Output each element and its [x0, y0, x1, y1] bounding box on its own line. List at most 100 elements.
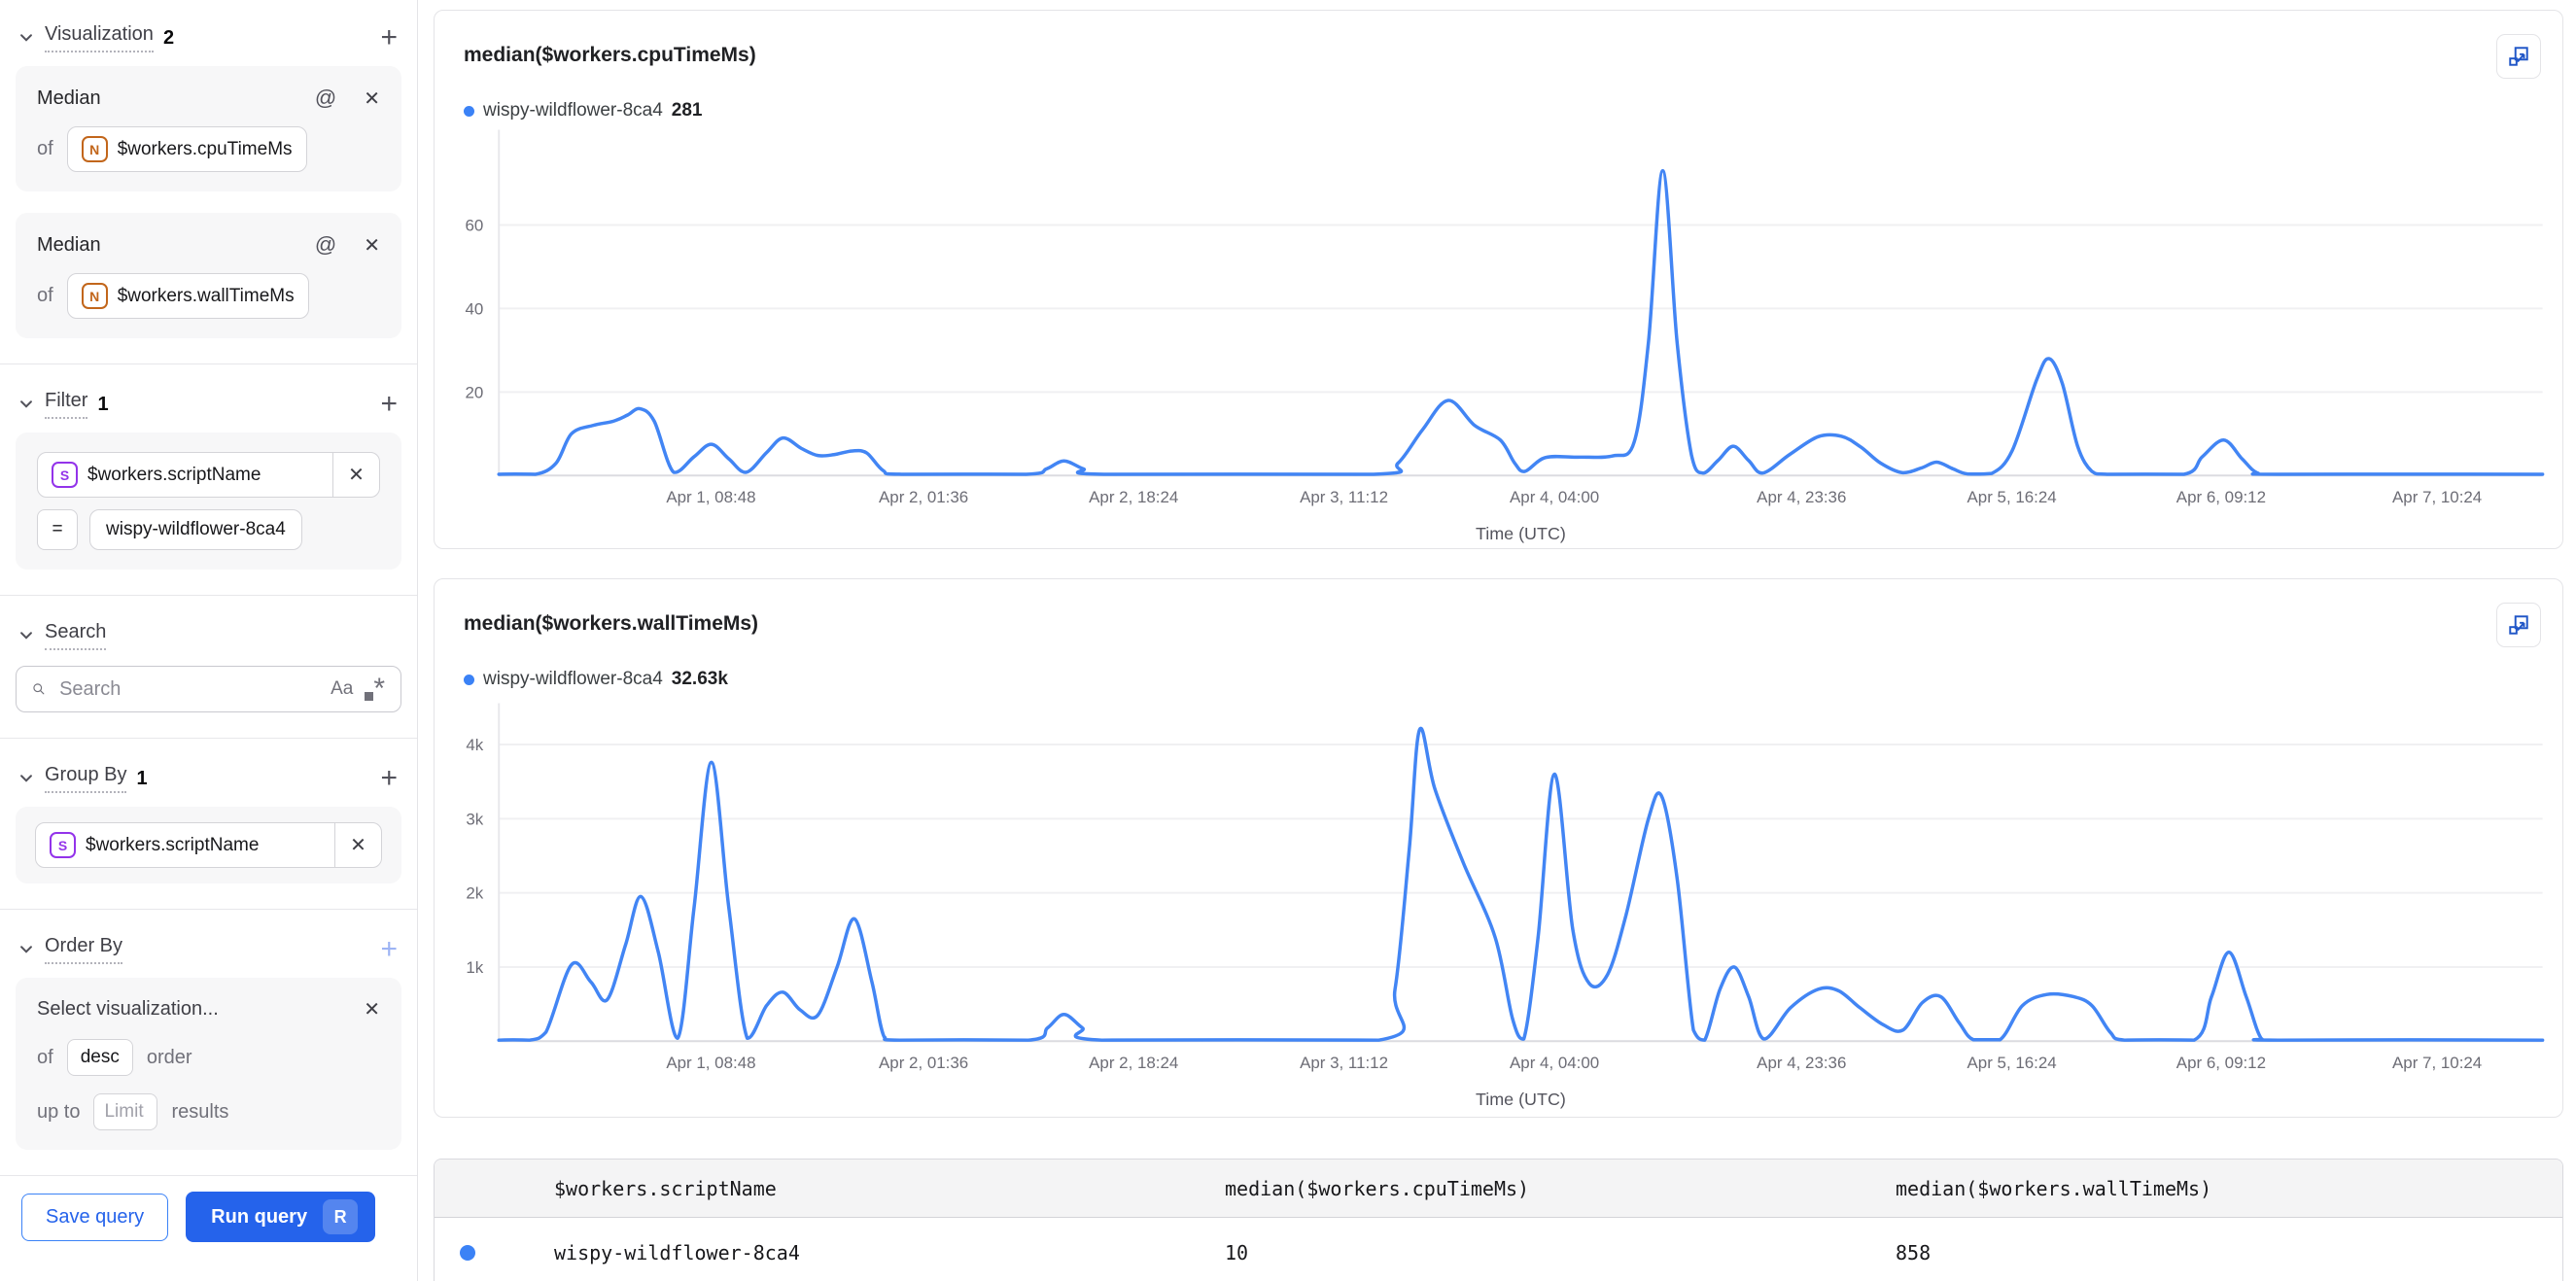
legend-series-name: wispy-wildflower-8ca4	[483, 100, 663, 121]
x-tick-label: Apr 6, 09:12	[2176, 488, 2266, 506]
section-header-search: Search	[16, 621, 401, 650]
series-line	[497, 168, 2545, 476]
field-token-cputimems[interactable]: N $workers.cpuTimeMs	[66, 126, 307, 172]
line-chart-cputime: 20 40 60 Apr 1, 08:48 Apr 2, 01:36 Apr 2, 18:…	[465, 129, 2545, 543]
filter-value[interactable]: wispy-wildflower-8ca4	[89, 509, 302, 550]
order-label: order	[146, 1046, 192, 1068]
line-chart-walltime: 1k 2k 3k 4k Apr 1, 08:48 Apr 2, 01:36 Apr 2, 1…	[466, 703, 2545, 1109]
limit-input[interactable]	[93, 1093, 158, 1130]
chart-card-walltime: 1k 2k 3k 4k Apr 1, 08:48 Apr 2, 01:36 Apr 2, 1…	[434, 578, 2563, 1118]
table-cell: 858	[1896, 1241, 1932, 1264]
x-axis-title: Time (UTC)	[1476, 524, 1566, 543]
x-tick-label: Apr 4, 23:36	[1757, 488, 1846, 506]
section-count: 1	[136, 767, 148, 789]
series-line	[497, 726, 2545, 1042]
y-tick-label: 3k	[466, 810, 483, 828]
alias-icon[interactable]: @	[314, 86, 337, 110]
field-name: $workers.scriptName	[87, 464, 261, 485]
chevron-down-icon[interactable]	[16, 394, 37, 415]
chevron-down-icon[interactable]	[16, 939, 37, 960]
x-tick-label: Apr 7, 10:24	[2392, 488, 2482, 506]
remove-group-by-button[interactable]: ✕	[334, 823, 381, 867]
filter-field[interactable]: S $workers.scriptName	[38, 453, 332, 497]
column-header: $workers.scriptName	[554, 1176, 777, 1200]
section-header-visualization: Visualization 2 +	[16, 23, 401, 52]
run-query-label: Run query	[211, 1205, 308, 1228]
aggregation-label: Median	[37, 87, 101, 109]
group-by-field[interactable]: S $workers.scriptName	[36, 823, 334, 867]
remove-order-by-icon[interactable]: ✕	[364, 999, 380, 1021]
add-visualization-button[interactable]: +	[380, 21, 398, 53]
column-header: median($workers.cpuTimeMs)	[1225, 1176, 1530, 1200]
regex-icon[interactable]: *	[365, 675, 385, 704]
order-direction-select[interactable]: desc	[66, 1039, 133, 1076]
chart-legend: wispy-wildflower-8ca4 281	[464, 100, 702, 121]
y-tick-label: 60	[465, 216, 483, 234]
table-cell: 10	[1225, 1241, 1249, 1264]
divider	[0, 909, 417, 910]
x-tick-label: Apr 4, 04:00	[1510, 1054, 1599, 1072]
expand-chart-button[interactable]	[2496, 34, 2541, 79]
divider	[0, 738, 417, 739]
x-tick-label: Apr 3, 11:12	[1300, 488, 1388, 506]
add-filter-button[interactable]: +	[380, 388, 398, 420]
section-header-filter: Filter 1 +	[16, 390, 401, 419]
order-by-card: Select visualization... ✕ of desc order …	[16, 978, 401, 1150]
divider	[0, 595, 417, 596]
filter-card: S $workers.scriptName ✕ = wispy-wildflow…	[16, 433, 401, 570]
add-group-by-button[interactable]: +	[380, 762, 398, 794]
remove-visualization-icon[interactable]: ✕	[364, 87, 380, 110]
match-case-icon[interactable]: Aa	[331, 678, 354, 699]
y-tick-label: 1k	[466, 958, 483, 977]
legend-dot	[464, 674, 474, 685]
x-tick-label: Apr 5, 16:24	[1967, 1054, 2057, 1072]
chart-legend: wispy-wildflower-8ca4 32.63k	[464, 669, 728, 690]
table-row[interactable]: wispy-wildflower-8ca4 10 858	[435, 1218, 2562, 1281]
table-cell: wispy-wildflower-8ca4	[554, 1241, 800, 1264]
expand-chart-button[interactable]	[2496, 603, 2541, 647]
remove-filter-button[interactable]: ✕	[332, 453, 379, 497]
add-order-by-button[interactable]: +	[380, 933, 398, 965]
of-label: of	[37, 138, 53, 159]
x-tick-label: Apr 5, 16:24	[1967, 488, 2057, 506]
remove-visualization-icon[interactable]: ✕	[364, 234, 380, 257]
results-label: results	[171, 1100, 229, 1123]
legend-dot	[464, 105, 474, 117]
y-tick-label: 20	[465, 383, 483, 401]
regex-star: *	[373, 673, 385, 705]
column-header: median($workers.wallTimeMs)	[1896, 1176, 2212, 1200]
x-tick-label: Apr 7, 10:24	[2392, 1054, 2482, 1072]
field-name: $workers.scriptName	[86, 834, 260, 855]
table-header-row: $workers.scriptName median($workers.cpuT…	[435, 1160, 2562, 1218]
chart-title: median($workers.wallTimeMs)	[464, 612, 759, 635]
filter-operator[interactable]: =	[37, 509, 78, 550]
chevron-down-icon[interactable]	[16, 27, 37, 49]
section-title: Group By	[45, 764, 127, 793]
of-label: of	[37, 285, 53, 306]
field-token-walltimems[interactable]: N $workers.wallTimeMs	[66, 273, 309, 319]
filter-field-token: S $workers.scriptName ✕	[37, 452, 380, 498]
of-label: of	[37, 1046, 53, 1068]
legend-series-value: 32.63k	[671, 669, 728, 689]
section-title: Order By	[45, 935, 123, 964]
search-input[interactable]	[57, 676, 320, 702]
query-builder-sidebar: Visualization 2 + Median @ ✕ of N $worke…	[0, 0, 418, 1281]
order-by-visualization-select[interactable]: Select visualization...	[37, 998, 219, 1020]
chart-title: median($workers.cpuTimeMs)	[464, 44, 756, 66]
save-query-button[interactable]: Save query	[21, 1193, 169, 1241]
series-dot-cell	[435, 1218, 554, 1281]
search-icon	[33, 683, 45, 695]
alias-icon[interactable]: @	[314, 232, 337, 257]
y-tick-label: 2k	[466, 884, 483, 903]
field-name: $workers.cpuTimeMs	[117, 138, 293, 159]
legend-series-value: 281	[671, 100, 703, 121]
run-query-button[interactable]: Run query R	[186, 1192, 376, 1242]
x-tick-label: Apr 4, 04:00	[1510, 488, 1599, 506]
x-axis-title: Time (UTC)	[1476, 1090, 1566, 1109]
chevron-down-icon[interactable]	[16, 768, 37, 789]
chevron-down-icon[interactable]	[16, 625, 37, 646]
y-tick-label: 40	[465, 299, 483, 318]
section-title: Visualization	[45, 23, 154, 52]
section-title: Search	[45, 621, 107, 650]
